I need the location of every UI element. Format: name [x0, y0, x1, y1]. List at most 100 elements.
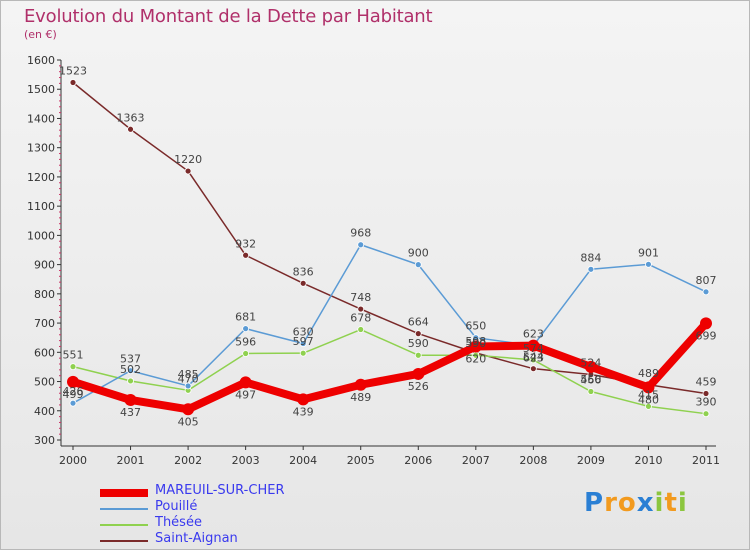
data-point	[67, 375, 79, 388]
y-tick-label: 1300	[27, 142, 55, 155]
data-label: 426	[63, 385, 84, 398]
data-point	[702, 288, 710, 296]
data-label: 596	[235, 335, 256, 348]
data-label: 884	[580, 251, 601, 264]
series-line	[72, 243, 707, 404]
data-point	[587, 388, 595, 395]
data-label: 502	[120, 363, 141, 376]
data-point	[127, 125, 134, 133]
x-tick-label: 2008	[519, 454, 547, 467]
data-point	[357, 241, 365, 249]
data-label: 968	[350, 227, 371, 240]
data-point	[242, 350, 250, 357]
logo-letter: t	[664, 488, 678, 518]
data-label: 526	[408, 380, 429, 393]
data-point	[700, 317, 712, 330]
legend-swatch-pouille	[100, 508, 148, 510]
y-tick-label: 800	[34, 288, 55, 301]
data-label: 620	[465, 352, 486, 365]
y-tick-label: 1400	[27, 112, 55, 125]
data-point	[702, 390, 710, 397]
data-label: 405	[178, 415, 199, 428]
x-tick-label: 2009	[577, 454, 605, 467]
data-point	[69, 79, 77, 86]
legend-label-saint-aignan: Saint-Aignan	[155, 531, 238, 546]
series-line	[72, 81, 707, 395]
logo-letter: x	[636, 488, 655, 518]
data-label: 590	[408, 337, 429, 350]
data-point	[414, 351, 422, 359]
series-line	[72, 328, 707, 415]
data-label: 489	[350, 391, 371, 404]
data-point	[414, 330, 422, 338]
x-tick-label: 2001	[117, 454, 145, 467]
data-label: 681	[235, 311, 256, 324]
data-point	[645, 402, 652, 410]
data-label: 900	[408, 247, 429, 260]
data-point	[529, 356, 537, 364]
data-label: 598	[465, 335, 486, 348]
y-tick-label: 1600	[27, 54, 55, 67]
data-label: 480	[638, 393, 659, 406]
data-label: 574	[523, 342, 544, 355]
data-point	[357, 326, 365, 333]
data-label: 623	[523, 328, 544, 341]
data-label: 699	[696, 329, 717, 342]
data-label: 630	[293, 326, 314, 339]
x-tick-label: 2005	[347, 454, 375, 467]
x-tick-label: 2002	[174, 454, 202, 467]
data-label: 807	[696, 274, 717, 287]
logo-letter: r	[604, 488, 618, 518]
data-label: 544	[523, 351, 544, 364]
logo-letter: i	[677, 488, 688, 518]
y-tick-label: 1100	[27, 200, 55, 213]
x-tick-label: 2010	[634, 454, 662, 467]
x-tick-label: 2004	[289, 454, 317, 467]
x-tick-label: 2011	[692, 454, 720, 467]
data-label: 590	[465, 337, 486, 350]
logo-letter: o	[617, 488, 637, 518]
data-point	[527, 339, 540, 352]
y-tick-label: 400	[34, 405, 55, 418]
data-label: 748	[350, 291, 371, 304]
data-point	[354, 378, 367, 391]
y-tick-label: 700	[34, 317, 55, 330]
data-label: 437	[120, 406, 141, 419]
series-line	[69, 319, 710, 414]
data-label: 439	[293, 405, 314, 418]
x-tick-label: 2007	[462, 454, 490, 467]
data-label: 1220	[174, 153, 202, 166]
x-tick-label: 2006	[404, 454, 432, 467]
data-label: 1363	[117, 111, 145, 124]
data-label: 551	[63, 349, 84, 362]
data-label: 470	[178, 372, 199, 385]
data-point	[239, 376, 252, 389]
data-point	[69, 363, 77, 371]
chart-subtitle: (en €)	[24, 28, 57, 41]
data-point	[645, 260, 652, 268]
data-point	[182, 403, 195, 416]
data-label: 499	[63, 388, 84, 401]
data-label: 466	[580, 373, 601, 386]
data-point	[184, 382, 192, 390]
data-label: 664	[408, 316, 429, 329]
x-tick-label: 2003	[232, 454, 260, 467]
data-label: 678	[350, 312, 371, 325]
data-point	[469, 340, 482, 353]
data-point	[69, 399, 77, 407]
data-label: 415	[638, 388, 659, 401]
data-label: 836	[293, 265, 314, 278]
y-tick-label: 300	[34, 434, 55, 447]
data-point	[184, 167, 192, 175]
chart-title: Evolution du Montant de la Dette par Hab…	[24, 6, 433, 27]
data-point	[702, 410, 710, 418]
data-label: 623	[523, 352, 544, 365]
data-point	[242, 251, 250, 259]
data-point	[587, 265, 595, 273]
data-point	[299, 340, 307, 347]
data-label: 1523	[59, 65, 87, 78]
data-point	[127, 367, 134, 375]
data-point	[357, 305, 365, 313]
